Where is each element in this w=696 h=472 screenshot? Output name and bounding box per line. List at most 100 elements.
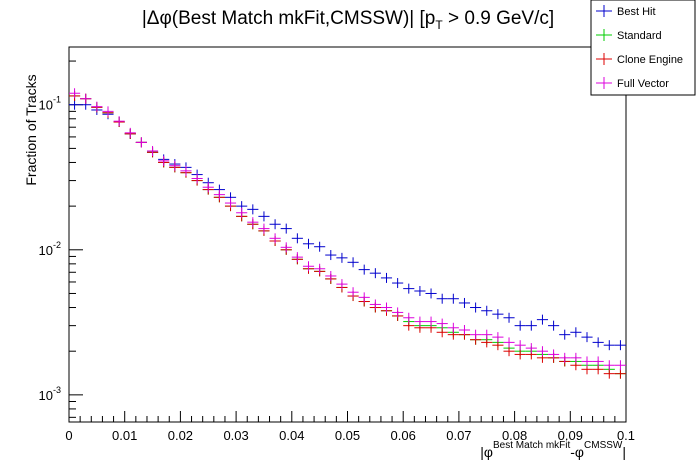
- legend-label: Standard: [617, 30, 662, 42]
- data-point: [247, 204, 259, 215]
- legend-label: Full Vector: [617, 78, 669, 90]
- data-point: [481, 329, 493, 340]
- data-point: [470, 329, 482, 340]
- x-tick-label: 0.1: [617, 428, 635, 443]
- data-point: [603, 368, 615, 379]
- x-tick-label: 0: [65, 428, 72, 443]
- x-tick-label: 0.05: [335, 428, 360, 443]
- data-point: [492, 332, 504, 343]
- data-point: [135, 137, 147, 148]
- data-point: [414, 285, 426, 296]
- data-point: [481, 305, 493, 316]
- data-point: [102, 106, 114, 117]
- data-point: [336, 252, 348, 263]
- legend-entry: Full Vector: [596, 77, 669, 90]
- data-point: [158, 155, 170, 166]
- data-point: [447, 293, 459, 304]
- data-point: [124, 127, 136, 138]
- y-axis-label: Fraction of Tracks: [23, 74, 39, 185]
- data-point: [559, 352, 571, 363]
- x-axis-label-close: |: [622, 444, 626, 460]
- x-axis-label-sup1: Best Match mkFit: [493, 440, 570, 451]
- data-point: [213, 189, 225, 200]
- data-point: [570, 352, 582, 363]
- x-tick-label: 0.02: [168, 428, 193, 443]
- chart-title: |Δφ(Best Match mkFit,CMSSW)| [pT > 0.9 G…: [142, 8, 554, 32]
- data-point: [514, 349, 526, 360]
- x-tick-label: 0.04: [279, 428, 304, 443]
- data-point: [536, 314, 549, 325]
- data-point: [614, 360, 626, 371]
- data-point: [202, 182, 214, 193]
- axis-ticks: 0 0.01 0.02 0.03 0.04 0.05 0.06 0.07 0.08 0.09 0.1…: [39, 60, 635, 443]
- data-point: [581, 356, 593, 367]
- y-tick-label: 10-2: [39, 240, 61, 258]
- data-point: [525, 343, 537, 354]
- data-point: [347, 257, 359, 268]
- x-tick-label: 0.09: [558, 428, 583, 443]
- data-point: [269, 233, 281, 244]
- data-point: [581, 332, 593, 343]
- y-tick-label: 10-3: [39, 385, 61, 403]
- data-point: [603, 340, 615, 351]
- data-point: [614, 340, 626, 351]
- legend-entry: Clone Engine: [596, 53, 683, 66]
- data-point: [358, 264, 370, 275]
- data-point: [570, 327, 582, 338]
- data-point: [280, 223, 292, 234]
- legend-entry: Standard: [596, 29, 662, 42]
- data-point: [224, 198, 237, 209]
- x-tick-label: 0.01: [112, 428, 137, 443]
- data-point: [80, 93, 92, 104]
- data-point: [369, 268, 381, 279]
- data-point: [180, 165, 192, 176]
- series-best-hit: [69, 99, 626, 351]
- x-tick-label: 0.07: [446, 428, 471, 443]
- data-point: [236, 207, 248, 218]
- data-point: [436, 318, 448, 329]
- data-point: [69, 88, 81, 99]
- data-point: [392, 307, 404, 318]
- data-point: [525, 320, 537, 331]
- data-point: [146, 145, 159, 156]
- data-point: [336, 279, 348, 290]
- data-point: [392, 278, 404, 289]
- chart-title-main: |Δφ(Best Match mkFit,CMSSW)| [p: [142, 8, 436, 29]
- data-point: [347, 287, 359, 298]
- legend: Best Hit Standard Clone Engine Full Vector: [590, 0, 696, 96]
- data-point: [592, 356, 604, 367]
- data-point: [503, 312, 515, 323]
- data-point: [291, 252, 303, 263]
- data-point: [358, 292, 370, 303]
- data-point: [503, 346, 515, 357]
- x-axis-label-open: |φ: [480, 444, 493, 460]
- data-point: [247, 217, 259, 228]
- x-axis-label-mid: -φ: [570, 444, 584, 460]
- chart-title-subscript: T: [435, 18, 443, 32]
- data-point: [113, 116, 125, 127]
- data-point: [380, 272, 393, 283]
- data-point: [436, 327, 448, 338]
- data-point: [403, 312, 415, 323]
- data-point: [458, 324, 471, 335]
- data-point: [280, 242, 292, 253]
- data-point: [592, 337, 604, 348]
- data-point: [425, 288, 437, 299]
- data-point: [548, 349, 560, 360]
- data-point: [470, 302, 482, 313]
- data-point: [91, 101, 103, 112]
- data-point: [380, 302, 393, 313]
- legend-box: [590, 0, 696, 96]
- data-point: [559, 329, 571, 340]
- legend-label: Clone Engine: [617, 54, 683, 66]
- legend-entry: Best Hit: [596, 5, 656, 18]
- data-point: [514, 320, 526, 331]
- data-point: [603, 360, 615, 371]
- data-point: [503, 337, 515, 348]
- data-point: [69, 99, 81, 110]
- data-point: [291, 233, 303, 244]
- data-point: [325, 270, 337, 281]
- data-point: [447, 322, 459, 333]
- data-point: [514, 340, 526, 351]
